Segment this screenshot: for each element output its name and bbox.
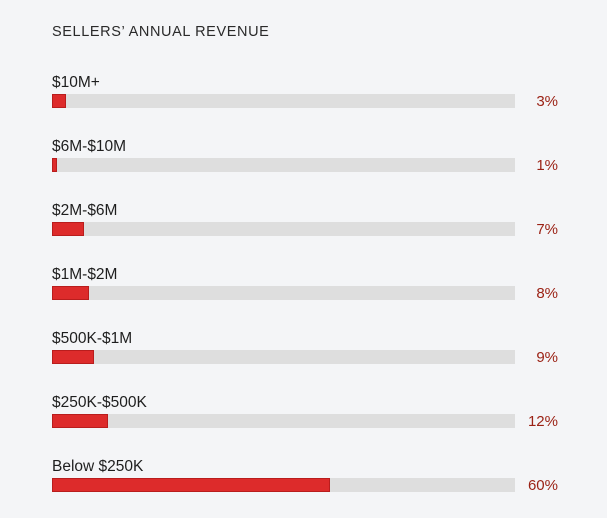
bar xyxy=(52,222,85,236)
value-label: 1% xyxy=(536,157,558,174)
category-label: $1M-$2M xyxy=(52,266,118,283)
category-label: Below $250K xyxy=(52,458,144,475)
value-label: 7% xyxy=(536,221,558,238)
category-label: $250K-$500K xyxy=(52,394,147,411)
bar-row: $2M-$6M 7% xyxy=(52,198,572,262)
bar-row: $1M-$2M 8% xyxy=(52,262,572,326)
value-label: 60% xyxy=(527,477,558,494)
bar-rows: $10M+ 3% $6M-$10M 1% $2M-$6M 7% $1M-$2M 8% $500K… xyxy=(52,70,572,518)
bar-track xyxy=(52,286,515,300)
bar-row: Below $250K 60% xyxy=(52,454,572,518)
value-label: 3% xyxy=(536,93,558,110)
value-label: 8% xyxy=(536,285,558,302)
bar xyxy=(52,350,94,364)
value-label: 12% xyxy=(527,413,558,430)
bar-track xyxy=(52,94,515,108)
category-label: $6M-$10M xyxy=(52,138,127,155)
bar xyxy=(52,414,108,428)
bar-track xyxy=(52,158,515,172)
bar xyxy=(52,94,66,108)
category-label: $10M+ xyxy=(52,74,100,91)
bar-row: $250K-$500K 12% xyxy=(52,390,572,454)
category-label: $500K-$1M xyxy=(52,330,133,347)
bar-row: $6M-$10M 1% xyxy=(52,134,572,198)
bar xyxy=(52,478,330,492)
bar-row: $500K-$1M 9% xyxy=(52,326,572,390)
bar-track xyxy=(52,222,515,236)
bar xyxy=(52,286,90,300)
bar-track xyxy=(52,350,515,364)
chart-title: SELLERS’ ANNUAL REVENUE xyxy=(52,24,270,40)
category-label: $2M-$6M xyxy=(52,202,118,219)
bar-track xyxy=(52,414,515,428)
bar-row: $10M+ 3% xyxy=(52,70,572,134)
value-label: 9% xyxy=(536,349,558,366)
bar-track xyxy=(52,478,515,492)
bar xyxy=(52,158,57,172)
